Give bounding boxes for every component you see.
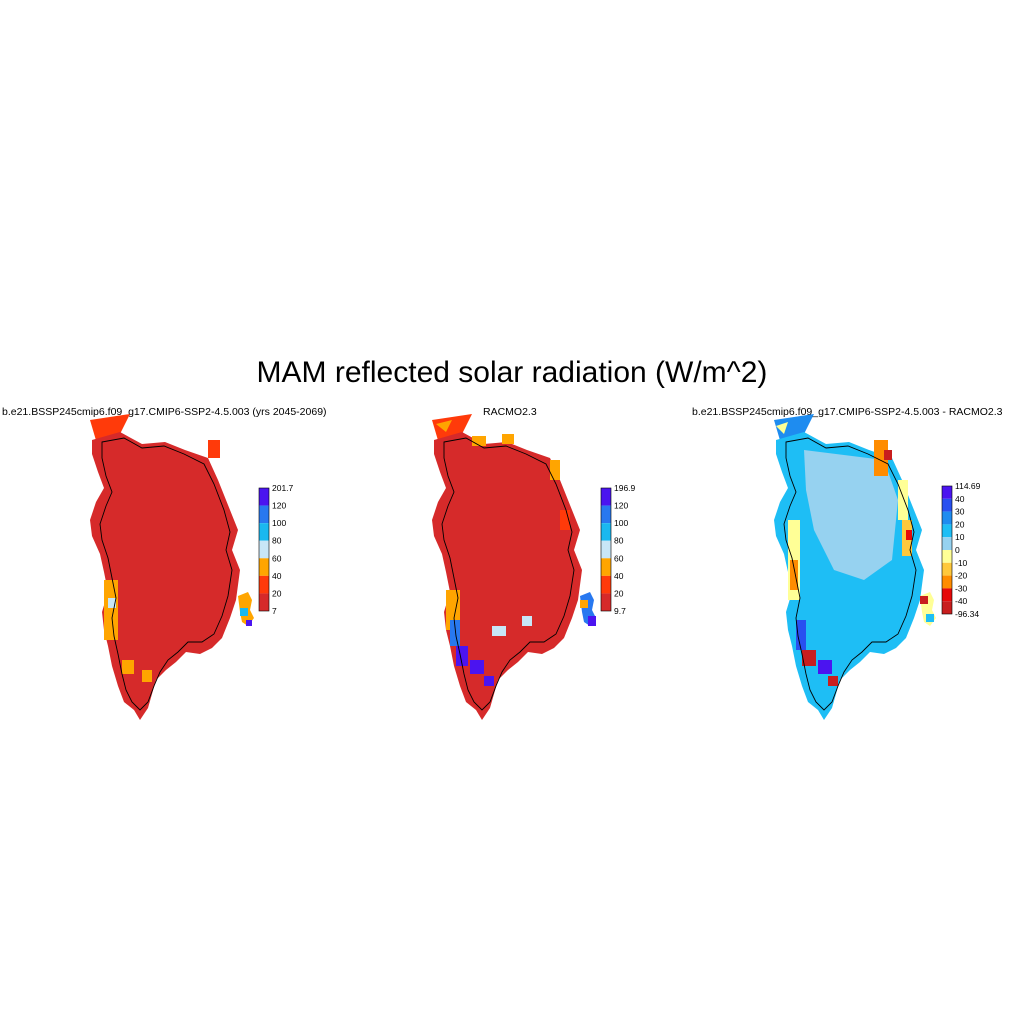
colorbar-tick-label: -20 — [955, 571, 968, 581]
colorbar-tick-label: 40 — [272, 571, 282, 581]
colorbar-tick-label: 20 — [272, 588, 282, 598]
colorbar-tick-label: 196.9 — [614, 483, 636, 493]
colorbar-swatch — [942, 486, 952, 499]
colorbar-swatch — [259, 593, 269, 611]
colorbar-tick-label: 120 — [272, 501, 286, 511]
colorbar-tick-label: 60 — [272, 553, 282, 563]
panel-1-colorbar: 201.7 120 100 80 60 40 20 7 — [258, 483, 294, 616]
colorbar-tick-label: 40 — [614, 571, 624, 581]
colorbar-tick-label: 7 — [272, 606, 277, 616]
panel-2-title: RACMO2.3 — [483, 406, 537, 418]
figure-title: MAM reflected solar radiation (W/m^2) — [256, 356, 768, 389]
panel-2-map — [432, 414, 596, 720]
colorbar-swatch — [942, 550, 952, 563]
colorbar-swatch — [601, 593, 611, 611]
colorbar-tick-label: 100 — [614, 518, 628, 528]
colorbar-swatch — [942, 588, 952, 602]
colorbar-tick-label: 40 — [955, 494, 965, 504]
colorbar-tick-label: 0 — [955, 545, 960, 555]
colorbar-frame — [600, 487, 612, 612]
panel-2-colorbar: 196.9 120 100 80 60 40 20 9.7 — [600, 483, 636, 616]
colorbar-swatch — [601, 558, 611, 576]
panel-3-colorbar: 114.69 40 30 20 10 0 -10 -20 -30 -40 -96.34 — [941, 481, 981, 619]
colorbar-swatch — [601, 505, 611, 524]
panel-3-title: b.e21.BSSP245cmip6.f09_g17.CMIP6-SSP2-4.… — [692, 406, 1003, 418]
colorbar-swatch — [942, 601, 952, 614]
colorbar-tick-label: 20 — [955, 519, 965, 529]
colorbar-tick-label: 80 — [614, 536, 624, 546]
colorbar-swatch — [259, 575, 269, 594]
panel-3-map — [774, 414, 936, 720]
colorbar-tick-label: 201.7 — [272, 483, 294, 493]
ice-sheet-field — [90, 432, 240, 720]
west-coast-band — [104, 580, 118, 640]
interior-small-bias — [804, 450, 898, 580]
colorbar-swatch — [942, 524, 952, 538]
colorbar-frame — [941, 485, 953, 615]
colorbar-swatch — [942, 537, 952, 550]
colorbar-swatch — [259, 505, 269, 524]
colorbar-tick-label: 30 — [955, 507, 965, 517]
colorbar-swatch — [259, 523, 269, 541]
colorbar-tick-label: 20 — [614, 588, 624, 598]
colorbar-tick-label: 80 — [272, 536, 282, 546]
colorbar-swatch — [942, 562, 952, 576]
colorbar-swatch — [942, 511, 952, 525]
colorbar-tick-label: 120 — [614, 501, 628, 511]
colorbar-tick-label: 60 — [614, 553, 624, 563]
panel-1-map — [90, 414, 254, 720]
colorbar-swatch — [259, 540, 269, 559]
colorbar-frame — [258, 487, 270, 612]
colorbar-swatch — [259, 558, 269, 576]
colorbar-swatch — [601, 523, 611, 541]
colorbar-tick-label: 100 — [272, 518, 286, 528]
colorbar-tick-label: -10 — [955, 558, 968, 568]
colorbar-swatch — [601, 575, 611, 594]
colorbar-tick-label: 114.69 — [955, 481, 981, 491]
colorbar-tick-label: 9.7 — [614, 606, 626, 616]
panel-1-title: b.e21.BSSP245cmip6.f09_g17.CMIP6-SSP2-4.… — [2, 406, 327, 418]
colorbar-swatch — [259, 488, 269, 506]
colorbar-tick-label: -96.34 — [955, 609, 979, 619]
colorbar-swatch — [601, 540, 611, 559]
colorbar-tick-label: -30 — [955, 583, 968, 593]
colorbar-swatch — [942, 498, 952, 512]
colorbar-swatch — [601, 488, 611, 506]
colorbar-tick-label: 10 — [955, 532, 965, 542]
colorbar-swatch — [942, 575, 952, 589]
colorbar-tick-label: -40 — [955, 596, 968, 606]
